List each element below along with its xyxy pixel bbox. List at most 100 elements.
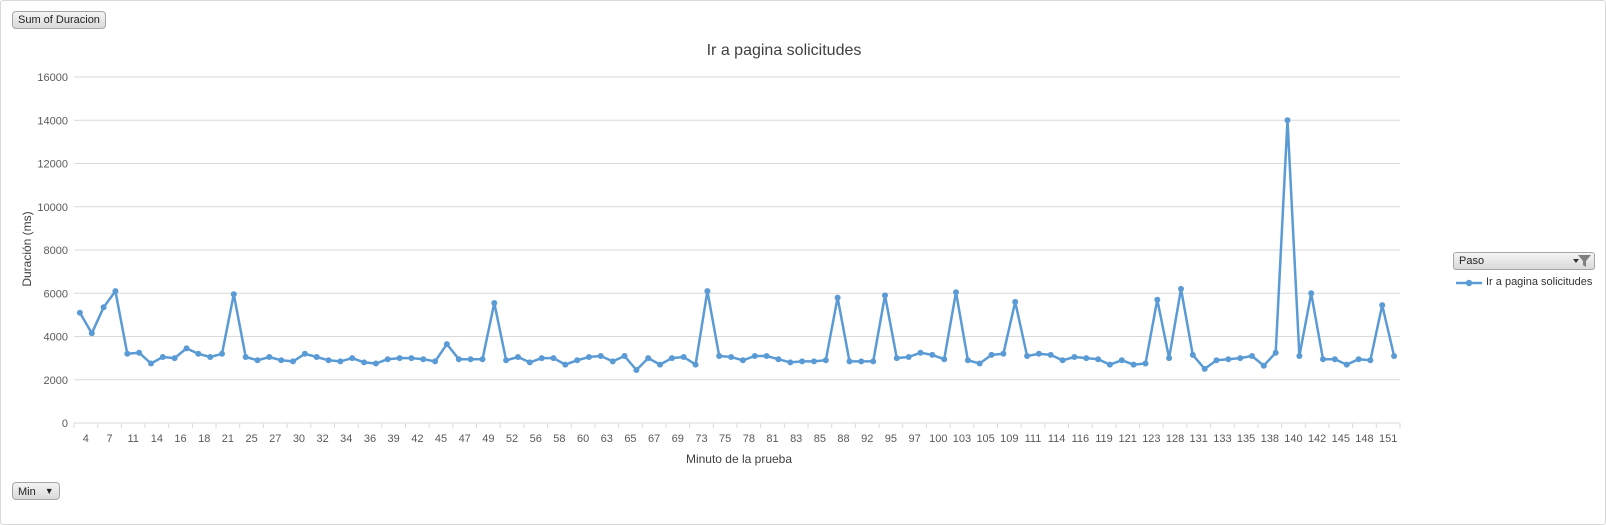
x-tick-label: 7 [106,433,112,445]
data-point [918,350,924,356]
value-field-label: Sum of Duracion [18,14,100,26]
x-tick-label: 69 [672,433,684,445]
data-point [562,362,568,368]
data-point [1367,357,1373,363]
data-point [823,357,829,363]
x-tick-label: 32 [317,433,329,445]
data-point [1249,353,1255,359]
x-tick-label: 47 [459,433,471,445]
x-tick-label: 14 [151,433,163,445]
y-tick-label: 14000 [37,115,68,127]
x-tick-label: 81 [766,433,778,445]
data-point [468,356,474,362]
data-point [1107,362,1113,368]
data-point [89,330,95,336]
data-point [835,295,841,301]
data-point [847,358,853,364]
data-point [681,354,687,360]
data-point [385,356,391,362]
x-tick-label: 151 [1379,433,1397,445]
gridlines [74,77,1400,423]
data-point [302,351,308,357]
series-layer [77,117,1397,373]
data-point [432,358,438,364]
x-tick-label: 85 [814,433,826,445]
x-tick-label: 128 [1166,433,1184,445]
data-point [811,358,817,364]
x-tick-label: 18 [198,433,210,445]
data-point [906,354,912,360]
x-tick-label: 11 [127,433,138,445]
data-point [243,354,249,360]
data-point [1166,355,1172,361]
data-point [124,351,130,357]
data-point [787,359,793,365]
data-point [1356,356,1362,362]
data-point [255,357,261,363]
data-point [1237,355,1243,361]
data-point [219,351,225,357]
data-point [112,288,118,294]
data-point [598,353,604,359]
data-point [1190,352,1196,358]
y-tick-label: 12000 [37,159,68,171]
sum-of-duracion-field-button[interactable]: Sum of Duracion [12,11,106,29]
data-point [894,355,900,361]
x-tick-label: 16 [174,433,186,445]
data-point [1071,354,1077,360]
data-point [728,354,734,360]
data-point [1202,366,1208,372]
x-tick-label: 52 [506,433,518,445]
filter-field-label: Min [18,486,36,498]
data-point [420,356,426,362]
data-point [1296,353,1302,359]
x-tick-label: 119 [1095,433,1113,445]
x-tick-label: 100 [929,433,947,445]
data-point [337,358,343,364]
x-tick-label: 75 [719,433,731,445]
data-point [1154,297,1160,303]
data-point [444,341,450,347]
x-tick-label: 138 [1261,433,1279,445]
data-point [1332,356,1338,362]
data-point [1119,357,1125,363]
data-point [574,357,580,363]
data-point [349,355,355,361]
data-point [160,354,166,360]
data-point [1024,353,1030,359]
y-tick-label: 4000 [44,332,68,344]
data-point [1012,299,1018,305]
x-tick-label: 131 [1190,433,1208,445]
x-tick-label: 65 [624,433,636,445]
paso-field-button[interactable]: Paso [1453,252,1595,270]
data-point [1261,363,1267,369]
data-point [989,352,995,358]
data-point [231,291,237,297]
x-tick-label: 27 [269,433,281,445]
data-point [1285,117,1291,123]
data-point [1344,362,1350,368]
filter-icon[interactable] [1572,254,1592,268]
data-point [740,357,746,363]
data-point [1131,362,1137,368]
data-point [775,356,781,362]
x-tick-label: 49 [482,433,494,445]
x-tick-label: 109 [1000,433,1018,445]
data-point [645,355,651,361]
dropdown-arrow-icon: ▼ [45,483,54,499]
min-filter-dropdown[interactable]: Min ▼ [12,482,60,500]
x-tick-label: 60 [577,433,589,445]
x-axis-label: Minuto de la prueba [686,452,792,466]
x-tick-label: 63 [601,433,613,445]
x-tick-label: 78 [743,433,755,445]
data-point [1320,356,1326,362]
data-point [101,304,107,310]
data-point [1178,286,1184,292]
x-tick-label: 140 [1284,433,1302,445]
x-tick-label: 25 [245,433,257,445]
data-point [491,300,497,306]
data-point [799,358,805,364]
data-point [704,288,710,294]
x-tick-label: 67 [648,433,660,445]
x-axis-ticks: 4 7 11 14 16 18 21 25 27 30 32 34 36 39 42 45 47 49 52 56 58… [74,423,1400,445]
